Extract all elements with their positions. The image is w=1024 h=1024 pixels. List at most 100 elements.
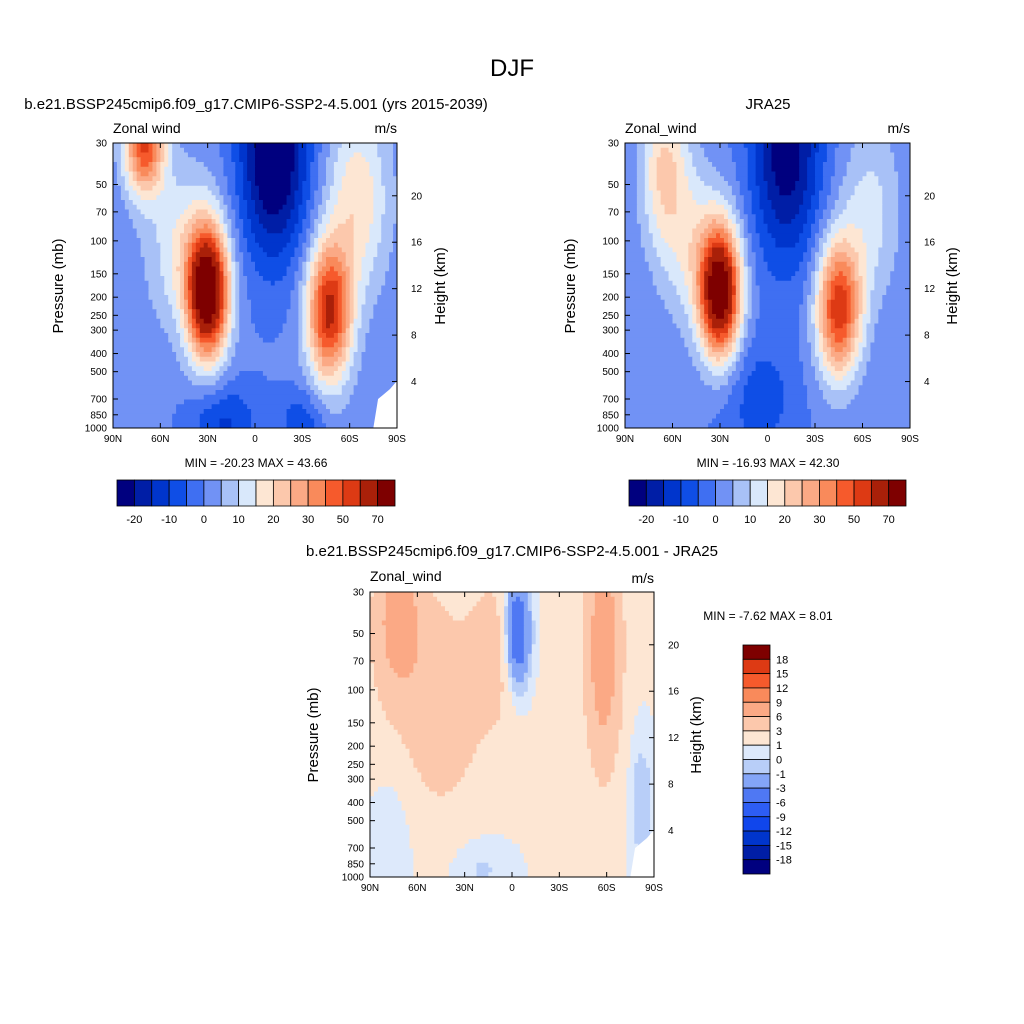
contour-cell <box>191 323 197 329</box>
contour-cell <box>854 290 860 296</box>
contour-cell <box>251 228 268 234</box>
contour-cell <box>219 299 225 306</box>
contour-cell <box>318 385 343 391</box>
contour-cell <box>302 247 307 253</box>
panel-model: b.e21.BSSP245cmip6.f09_g17.CMIP6-SSP2-4.… <box>24 96 488 526</box>
contour-cell <box>660 200 678 206</box>
contour-cell <box>866 323 875 329</box>
contour-cell <box>807 328 816 334</box>
contour-cell <box>712 318 729 325</box>
contour-cell <box>496 720 588 726</box>
contour-cell <box>862 238 883 244</box>
contour-cell <box>822 371 832 377</box>
colorbar-box <box>742 787 771 803</box>
colorbar-label: 0 <box>201 514 207 526</box>
contour-cell <box>298 285 303 291</box>
contour-cell <box>676 257 689 263</box>
contour-cell <box>318 152 331 158</box>
contour-cell <box>846 295 852 301</box>
contour-cell <box>866 261 879 268</box>
contour-cell <box>894 166 910 173</box>
contour-cell <box>625 200 638 206</box>
x-tick-label: 90N <box>616 434 634 445</box>
contour-cell <box>625 195 638 201</box>
contour-cell <box>326 181 335 187</box>
contour-cell <box>385 271 397 277</box>
contour-cell <box>385 209 397 215</box>
contour-cell <box>496 596 505 603</box>
contour-cell <box>437 596 482 603</box>
contour-cell <box>314 290 319 296</box>
contour-cell <box>539 606 584 612</box>
contour-cell <box>626 639 654 645</box>
contour-cell <box>850 352 860 358</box>
contour-cell <box>381 228 394 234</box>
contour-cell <box>735 266 741 272</box>
contour-cell <box>176 219 189 225</box>
contour-cell <box>370 644 387 650</box>
contour-cell <box>830 285 836 291</box>
contour-cell <box>255 181 292 187</box>
contour-cell <box>531 644 541 650</box>
contour-cell <box>648 181 658 187</box>
contour-cell <box>310 342 315 348</box>
contour-cell <box>239 276 248 282</box>
contour-cell <box>508 606 513 612</box>
contour-cell <box>326 257 339 263</box>
contour-cell <box>148 285 165 291</box>
contour-cell <box>211 204 221 211</box>
contour-cell <box>640 228 650 234</box>
contour-cell <box>389 720 497 726</box>
contour-cell <box>850 314 856 320</box>
contour-cell <box>630 734 654 740</box>
contour-cell <box>231 304 236 310</box>
contour-cell <box>700 252 705 258</box>
contour-cell <box>583 649 592 655</box>
contour-cell <box>838 214 883 220</box>
contour-cell <box>755 152 765 158</box>
contour-cell <box>500 649 505 655</box>
contour-cell <box>755 157 765 163</box>
contour-cell <box>191 238 197 244</box>
contour-cell <box>854 266 860 272</box>
contour-cell <box>779 413 812 420</box>
contour-cell <box>318 209 327 215</box>
contour-cell <box>811 342 816 348</box>
contour-cell <box>830 328 848 334</box>
contour-cell <box>184 304 189 310</box>
contour-cell <box>298 219 303 225</box>
contour-cell <box>168 295 177 301</box>
contour-cell <box>626 848 639 854</box>
contour-cell <box>298 304 303 310</box>
contour-cell <box>767 266 800 272</box>
contour-cell <box>826 276 832 282</box>
contour-cell <box>650 706 654 712</box>
contour-cell <box>326 228 335 234</box>
contour-cell <box>739 304 745 310</box>
contour-cell <box>444 606 474 612</box>
y-tick-label: 150 <box>602 269 619 280</box>
contour-cell <box>850 304 856 310</box>
contour-cell <box>381 223 394 230</box>
y-tick-label: 250 <box>347 760 364 771</box>
contour-cell <box>743 418 780 424</box>
contour-cell <box>594 682 616 688</box>
contour-cell <box>413 763 470 769</box>
contour-cell <box>723 176 737 182</box>
contour-cell <box>235 266 240 272</box>
contour-cell <box>735 261 741 268</box>
contour-cell <box>113 347 173 353</box>
contour-cell <box>417 653 501 660</box>
contour-cell <box>160 162 169 168</box>
contour-cell <box>152 147 157 154</box>
contour-cell <box>648 219 658 225</box>
contour-cell <box>156 152 161 158</box>
contour-cell <box>353 337 359 344</box>
contour-cell <box>743 247 749 253</box>
contour-cell <box>704 266 709 272</box>
contour-cell <box>370 739 403 745</box>
contour-cell <box>512 668 529 674</box>
contour-cell <box>634 801 651 807</box>
contour-cell <box>136 152 154 158</box>
contour-cell <box>882 219 899 225</box>
